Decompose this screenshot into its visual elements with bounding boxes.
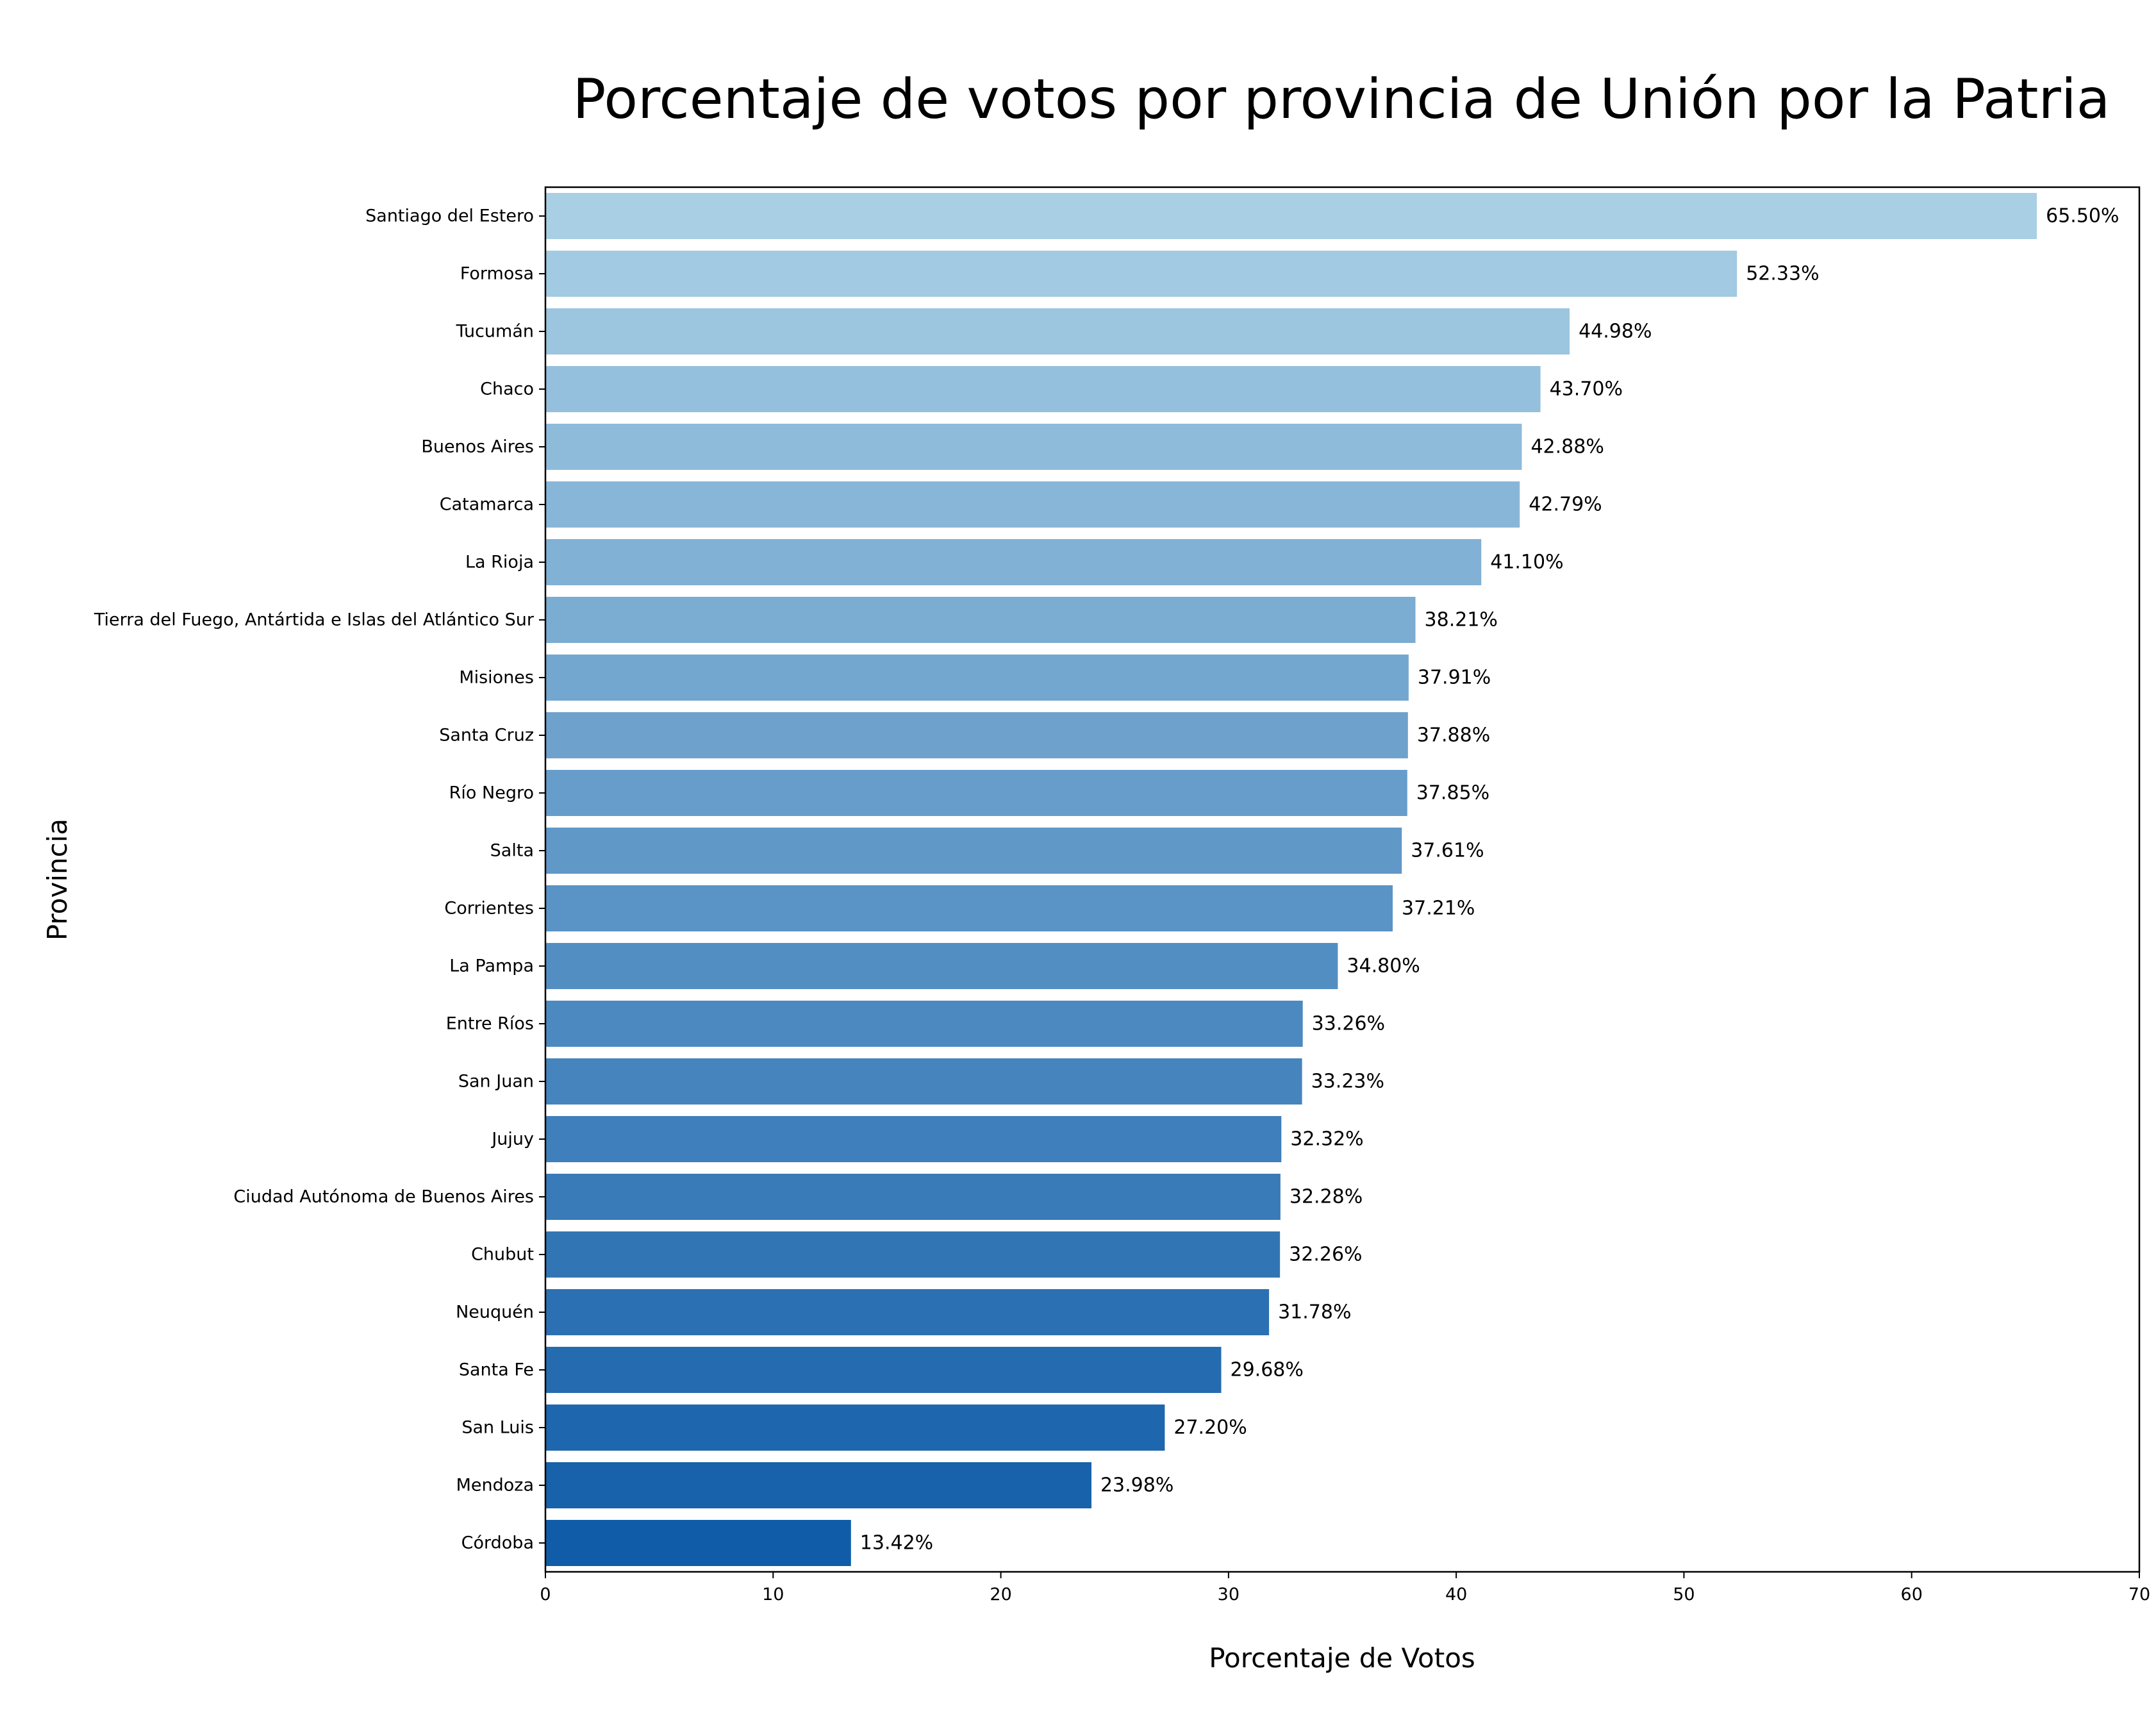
y-tick-label: Santa Cruz bbox=[439, 726, 534, 746]
bar-value-label: 31.78% bbox=[1278, 1301, 1351, 1324]
bar-value-label: 27.20% bbox=[1173, 1417, 1247, 1439]
bar bbox=[545, 654, 1409, 701]
x-axis-ticks: 0 10 20 30 40 50 60 70 bbox=[540, 1572, 2150, 1605]
bar-value-label: 33.23% bbox=[1311, 1071, 1384, 1093]
bar-value-label: 37.21% bbox=[1402, 897, 1475, 920]
y-tick-label: Tucumán bbox=[456, 322, 534, 342]
x-tick-label: 20 bbox=[990, 1585, 1011, 1605]
bar-value-label: 52.33% bbox=[1746, 263, 1819, 285]
y-tick-label: La Rioja bbox=[465, 553, 534, 572]
x-tick-label: 50 bbox=[1673, 1585, 1695, 1605]
bar bbox=[545, 1174, 1281, 1220]
y-tick-label: Santa Fe bbox=[459, 1360, 534, 1380]
y-tick-label: Salta bbox=[490, 841, 534, 861]
y-tick-label: Jujuy bbox=[490, 1130, 534, 1149]
y-tick-label: Tierra del Fuego, Antártida e Islas del … bbox=[94, 610, 535, 630]
bar bbox=[545, 366, 1541, 412]
bar bbox=[545, 712, 1408, 758]
bar bbox=[545, 1116, 1282, 1162]
bar bbox=[545, 308, 1570, 354]
bar bbox=[545, 1058, 1302, 1105]
y-tick-label: Misiones bbox=[459, 668, 534, 688]
x-tick-label: 40 bbox=[1445, 1585, 1467, 1605]
bar bbox=[545, 193, 2037, 239]
bar bbox=[545, 1520, 851, 1566]
x-axis-label: Porcentaje de Votos bbox=[1209, 1642, 1475, 1674]
bar-value-label: 37.85% bbox=[1416, 782, 1489, 804]
y-tick-label: Neuquén bbox=[456, 1303, 534, 1322]
bar bbox=[545, 597, 1416, 643]
bar bbox=[545, 539, 1482, 585]
y-tick-label: Mendoza bbox=[456, 1476, 534, 1496]
y-tick-label: Chubut bbox=[471, 1245, 534, 1265]
bar bbox=[545, 1289, 1270, 1335]
bar-value-label: 32.32% bbox=[1290, 1128, 1363, 1151]
x-tick-label: 70 bbox=[2128, 1585, 2150, 1605]
bar bbox=[545, 770, 1407, 816]
bar bbox=[545, 828, 1402, 874]
bar-value-label: 43.70% bbox=[1550, 378, 1623, 401]
bar-value-label: 34.80% bbox=[1347, 955, 1420, 978]
bar-labels-group: 65.50% 52.33% 44.98% 43.70% 42.88% 42.79% 41.1… bbox=[860, 205, 2119, 1555]
bar bbox=[545, 1347, 1222, 1393]
y-tick-label: Entre Ríos bbox=[446, 1014, 534, 1034]
y-tick-label: Ciudad Autónoma de Buenos Aires bbox=[233, 1187, 534, 1207]
bar bbox=[545, 1001, 1303, 1047]
y-tick-label: Corrientes bbox=[444, 899, 534, 919]
y-tick-label: La Pampa bbox=[449, 956, 534, 976]
bar bbox=[545, 424, 1522, 470]
bar-value-label: 41.10% bbox=[1490, 551, 1563, 574]
bar-value-label: 29.68% bbox=[1230, 1359, 1303, 1381]
bar bbox=[545, 1462, 1091, 1508]
bar-value-label: 38.21% bbox=[1425, 609, 1498, 631]
y-axis-ticks: Santiago del Estero Formosa Tucumán Chaco Bu… bbox=[94, 206, 545, 1553]
x-tick-label: 0 bbox=[540, 1585, 551, 1605]
y-tick-label: Formosa bbox=[460, 264, 534, 284]
bar-value-label: 33.26% bbox=[1312, 1013, 1385, 1035]
x-tick-label: 30 bbox=[1218, 1585, 1240, 1605]
bar-value-label: 65.50% bbox=[2046, 205, 2119, 228]
bar bbox=[545, 251, 1737, 297]
bar bbox=[545, 481, 1520, 528]
y-tick-label: Santiago del Estero bbox=[365, 206, 534, 226]
chart-title: Porcentaje de votos por provincia de Uni… bbox=[573, 67, 2110, 131]
bar-value-label: 13.42% bbox=[860, 1532, 933, 1555]
bar-value-label: 32.28% bbox=[1289, 1186, 1363, 1208]
y-tick-label: Chaco bbox=[480, 379, 534, 399]
bars-group bbox=[545, 193, 2037, 1566]
bar-value-label: 37.61% bbox=[1411, 840, 1484, 862]
y-axis-label: Provincia bbox=[42, 819, 73, 940]
x-tick-label: 60 bbox=[1901, 1585, 1923, 1605]
bar bbox=[545, 943, 1338, 989]
bar-value-label: 42.88% bbox=[1530, 436, 1604, 458]
y-tick-label: Catamarca bbox=[440, 495, 534, 515]
bar-value-label: 23.98% bbox=[1100, 1474, 1173, 1497]
plot-frame bbox=[544, 186, 2141, 1573]
bar-value-label: 37.88% bbox=[1417, 724, 1490, 747]
x-tick-label: 10 bbox=[762, 1585, 784, 1605]
y-tick-label: Córdoba bbox=[461, 1533, 534, 1553]
bar bbox=[545, 1231, 1281, 1278]
bar-value-label: 42.79% bbox=[1529, 494, 1602, 516]
y-tick-label: San Luis bbox=[461, 1418, 534, 1438]
bar-value-label: 44.98% bbox=[1579, 321, 1652, 343]
y-tick-label: Buenos Aires bbox=[421, 437, 534, 457]
bar-value-label: 32.26% bbox=[1289, 1244, 1362, 1266]
bar-value-label: 37.91% bbox=[1418, 667, 1491, 689]
y-tick-label: San Juan bbox=[458, 1072, 534, 1092]
bar bbox=[545, 885, 1393, 931]
bar bbox=[545, 1405, 1165, 1451]
y-tick-label: Río Negro bbox=[449, 783, 534, 803]
